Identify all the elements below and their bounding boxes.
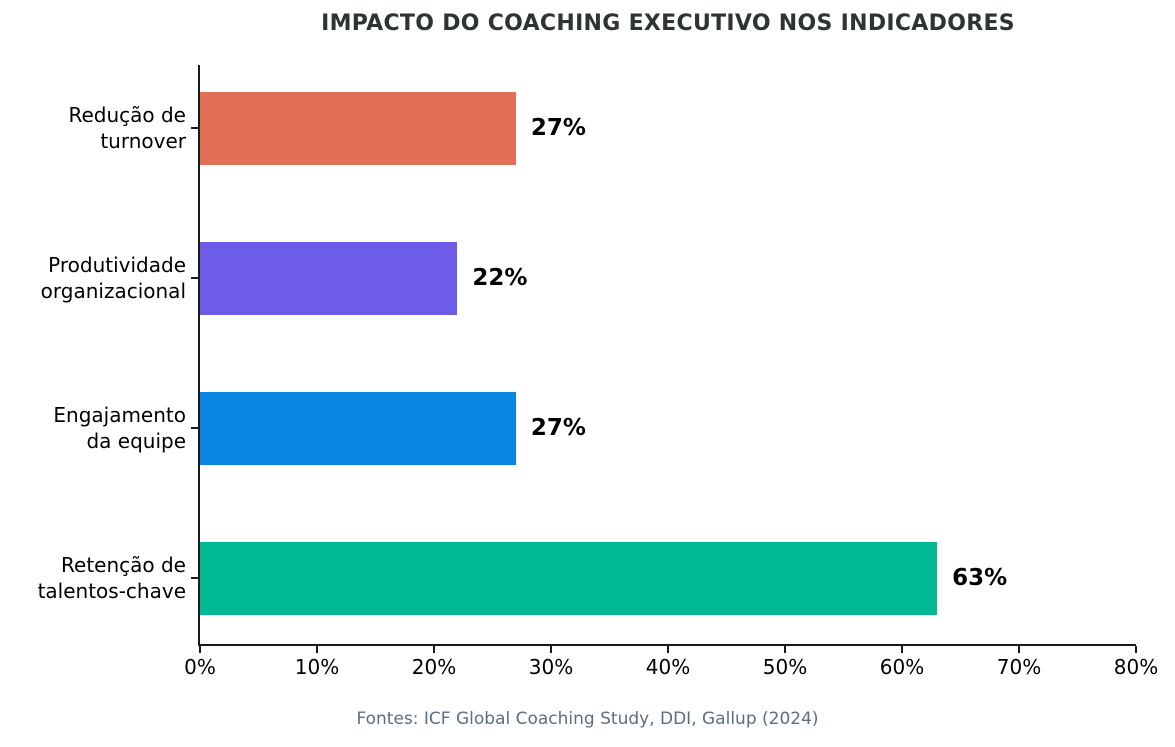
y-axis-tick-2 xyxy=(191,277,198,279)
category-label-3: Engajamento da equipe xyxy=(53,403,186,453)
x-axis-tick-label-2: 10% xyxy=(294,655,340,679)
x-axis-tick-label-8: 70% xyxy=(996,655,1042,679)
x-axis-line xyxy=(198,644,1136,646)
x-axis-tick-6 xyxy=(784,646,786,653)
bar-1 xyxy=(200,91,516,165)
x-axis-tick-label-7: 60% xyxy=(879,655,925,679)
x-axis-tick-label-9: 80% xyxy=(1113,655,1159,679)
x-axis-tick-9 xyxy=(1135,646,1137,653)
source-note: Fontes: ICF Global Coaching Study, DDI, … xyxy=(356,709,819,729)
x-axis-tick-label-1: 0% xyxy=(184,655,216,679)
category-label-2: Produtividade organizacional xyxy=(40,253,186,303)
x-axis-tick-label-4: 30% xyxy=(528,655,574,679)
x-axis-tick-label-6: 50% xyxy=(762,655,808,679)
x-axis-tick-label-3: 20% xyxy=(411,655,457,679)
x-axis-tick-3 xyxy=(433,646,435,653)
x-axis-tick-7 xyxy=(901,646,903,653)
y-axis-line xyxy=(198,65,200,646)
bar-4 xyxy=(200,541,938,615)
x-axis-tick-5 xyxy=(667,646,669,653)
x-axis-tick-label-5: 40% xyxy=(645,655,691,679)
bar-value-label-3: 27% xyxy=(530,414,586,441)
chart-title: IMPACTO DO COACHING EXECUTIVO NOS INDICA… xyxy=(321,11,1015,36)
y-axis-tick-1 xyxy=(191,127,198,129)
bar-value-label-1: 27% xyxy=(530,114,586,141)
category-label-4: Retenção de talentos-chave xyxy=(37,553,186,603)
y-axis-tick-3 xyxy=(191,427,198,429)
x-axis-tick-1 xyxy=(199,646,201,653)
bar-3 xyxy=(200,391,516,465)
x-axis-tick-2 xyxy=(316,646,318,653)
bar-value-label-2: 22% xyxy=(472,264,528,291)
category-label-1: Redução de turnover xyxy=(68,103,186,153)
x-axis-tick-4 xyxy=(550,646,552,653)
bar-value-label-4: 63% xyxy=(952,564,1008,591)
bar-2 xyxy=(200,241,458,315)
x-axis-tick-8 xyxy=(1018,646,1020,653)
y-axis-tick-4 xyxy=(191,577,198,579)
